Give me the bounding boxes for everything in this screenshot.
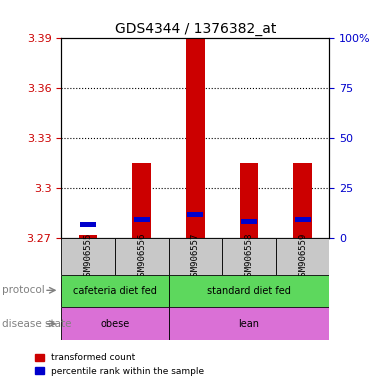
Bar bbox=[295, 217, 311, 222]
Bar bbox=[134, 217, 150, 222]
Legend: transformed count, percentile rank within the sample: transformed count, percentile rank withi… bbox=[31, 350, 208, 379]
Bar bbox=[187, 212, 203, 217]
FancyBboxPatch shape bbox=[169, 307, 329, 340]
FancyBboxPatch shape bbox=[61, 307, 169, 340]
Text: GSM906555: GSM906555 bbox=[83, 232, 93, 280]
Text: GSM906558: GSM906558 bbox=[244, 232, 254, 280]
Text: lean: lean bbox=[239, 318, 259, 329]
Text: cafeteria diet fed: cafeteria diet fed bbox=[73, 286, 157, 296]
Bar bbox=[79, 235, 97, 238]
Text: GSM906557: GSM906557 bbox=[191, 232, 200, 280]
Title: GDS4344 / 1376382_at: GDS4344 / 1376382_at bbox=[115, 22, 276, 36]
FancyBboxPatch shape bbox=[115, 238, 169, 275]
Bar bbox=[133, 163, 151, 238]
FancyBboxPatch shape bbox=[222, 238, 276, 275]
FancyBboxPatch shape bbox=[276, 238, 329, 275]
Bar bbox=[240, 163, 259, 238]
Text: standard diet fed: standard diet fed bbox=[207, 286, 291, 296]
FancyBboxPatch shape bbox=[169, 275, 329, 307]
Text: disease state: disease state bbox=[2, 319, 71, 329]
Bar bbox=[80, 222, 96, 227]
Bar bbox=[241, 219, 257, 224]
Bar bbox=[293, 163, 312, 238]
FancyBboxPatch shape bbox=[61, 238, 115, 275]
Bar bbox=[186, 38, 205, 238]
Text: obese: obese bbox=[100, 318, 129, 329]
Text: GSM906556: GSM906556 bbox=[137, 232, 146, 280]
Text: protocol: protocol bbox=[2, 285, 45, 295]
FancyBboxPatch shape bbox=[61, 275, 169, 307]
FancyBboxPatch shape bbox=[169, 238, 222, 275]
Text: GSM906559: GSM906559 bbox=[298, 232, 307, 280]
